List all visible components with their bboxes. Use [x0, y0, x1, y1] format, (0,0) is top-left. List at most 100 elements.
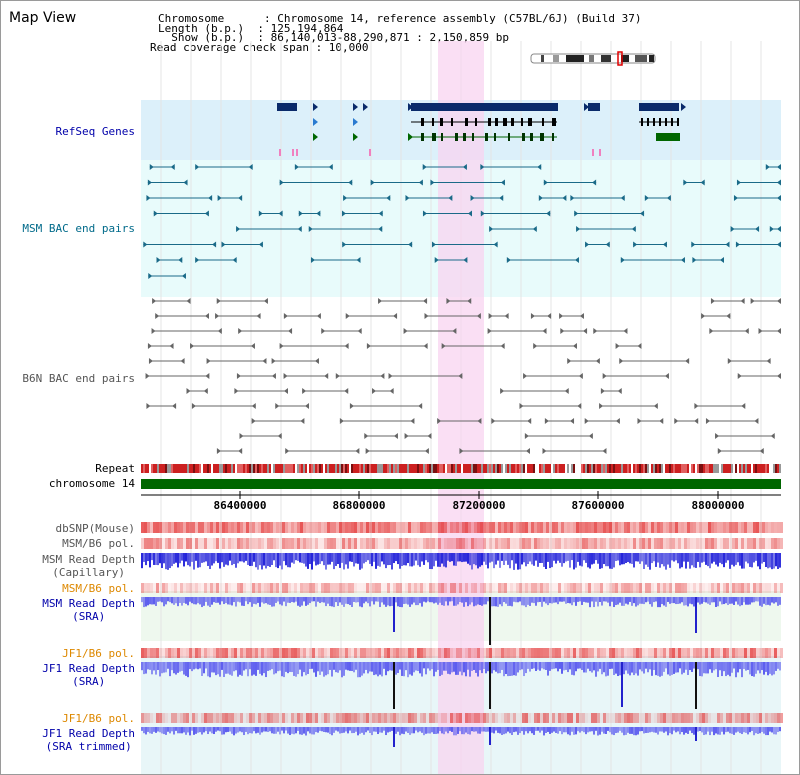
depth-bar [319, 553, 321, 564]
bac-end [215, 313, 220, 319]
bac-end [258, 210, 263, 217]
track-label-msm-b6-pol-1[interactable]: MSM/B6 pol. [62, 537, 135, 550]
repeat-segment [419, 464, 421, 473]
depth-bar [755, 597, 757, 602]
heat-cell [162, 538, 165, 549]
heat-cell [312, 648, 315, 658]
depth-bar [423, 553, 425, 565]
depth-bar [605, 727, 607, 734]
heat-cell [441, 713, 444, 723]
depth-bar [727, 553, 729, 561]
heat-cell [255, 538, 258, 549]
heat-cell [564, 583, 567, 593]
depth-bar [721, 597, 723, 605]
heat-cell [195, 648, 198, 658]
depth-bar [291, 662, 293, 673]
track-label-jf1-b6-pol-2[interactable]: JF1/B6 pol. [62, 712, 135, 725]
repeat-segment [491, 464, 493, 473]
depth-bar [243, 662, 245, 671]
repeat-segment [455, 464, 457, 473]
depth-bar [259, 662, 261, 674]
heat-cell [312, 522, 315, 533]
heat-cell [375, 713, 378, 723]
depth-bar [723, 662, 725, 672]
bac-end [339, 418, 344, 424]
heat-cell [291, 522, 294, 533]
heat-cell [471, 522, 474, 533]
bac-end [203, 388, 208, 394]
exon [421, 133, 424, 141]
depth-bar [219, 553, 221, 569]
depth-bar [217, 727, 219, 731]
track-label-b6n-bac[interactable]: B6N BAC end pairs [22, 372, 135, 385]
heat-cell [516, 583, 519, 593]
depth-bar [593, 662, 595, 671]
depth-bar [183, 553, 185, 567]
depth-bar [589, 662, 591, 672]
depth-bar [673, 727, 675, 731]
repeat-segment [213, 464, 215, 473]
depth-bar [443, 662, 445, 671]
heat-cell [468, 713, 471, 723]
repeat-segment [201, 464, 203, 473]
depth-bar [245, 597, 247, 602]
heat-cell [426, 522, 429, 533]
depth-bar [423, 597, 425, 602]
heat-cell [744, 538, 747, 549]
track-label-jf1-depth-sra[interactable]: JF1 Read Depth (SRA) [42, 662, 135, 688]
depth-bar [205, 727, 207, 732]
track-label-msm-depth-sra[interactable]: MSM Read Depth (SRA) [42, 597, 135, 623]
depth-bar [523, 662, 525, 677]
track-label-repeat[interactable]: Repeat [95, 462, 135, 475]
bac-end [620, 257, 625, 263]
repeat-segment [263, 464, 265, 473]
length-info: Length (b.p.) : 125,194,864 [158, 22, 344, 35]
track-label-msm-depth-cap[interactable]: MSM Read Depth (Capillary) [42, 553, 135, 579]
depth-bar [273, 662, 275, 675]
heat-cell [261, 522, 264, 533]
depth-bar [601, 727, 603, 732]
heat-cell [459, 522, 462, 533]
heat-cell [465, 583, 468, 593]
track-label-msm-bac[interactable]: MSM BAC end pairs [22, 222, 135, 235]
depth-bar [667, 727, 669, 736]
repeat-segment [733, 464, 735, 473]
depth-bar [299, 727, 301, 735]
bac-end [441, 343, 446, 349]
track-label-msm-b6-pol-2[interactable]: MSM/B6 pol. [62, 582, 135, 595]
repeat-segment [621, 464, 623, 473]
exon [421, 118, 424, 126]
repeat-segment [579, 464, 581, 473]
heat-cell [159, 538, 162, 549]
repeat-segment [301, 464, 303, 473]
repeat-segment [403, 464, 405, 473]
repeat-segment [223, 464, 225, 473]
track-label-dbsnp[interactable]: dbSNP(Mouse) [55, 522, 135, 535]
heat-cell [675, 522, 678, 533]
depth-bar [419, 597, 421, 604]
depth-bar [501, 662, 503, 670]
heat-cell [774, 713, 777, 723]
exon [521, 118, 523, 126]
depth-bar [697, 553, 699, 562]
bac-end [423, 298, 428, 304]
repeat-segment [293, 464, 295, 473]
depth-bar [523, 553, 525, 563]
depth-bar [343, 662, 345, 676]
depth-bar [429, 597, 431, 603]
depth-bar [335, 597, 337, 603]
depth-bar [281, 553, 283, 570]
depth-bar [397, 662, 399, 673]
depth-bar [739, 553, 741, 566]
heat-cell [699, 648, 702, 658]
heat-cell [252, 648, 255, 658]
track-label-jf1-b6-pol-1[interactable]: JF1/B6 pol. [62, 647, 135, 660]
track-label-refseq[interactable]: RefSeq Genes [55, 125, 135, 138]
depth-bar [403, 597, 405, 604]
depth-bar [275, 553, 277, 568]
repeat-segment [289, 464, 291, 473]
track-label-jf1-depth-trim[interactable]: JF1 Read Depth (SRA trimmed) [42, 727, 135, 753]
depth-bar [511, 727, 513, 735]
depth-bar [205, 597, 207, 602]
